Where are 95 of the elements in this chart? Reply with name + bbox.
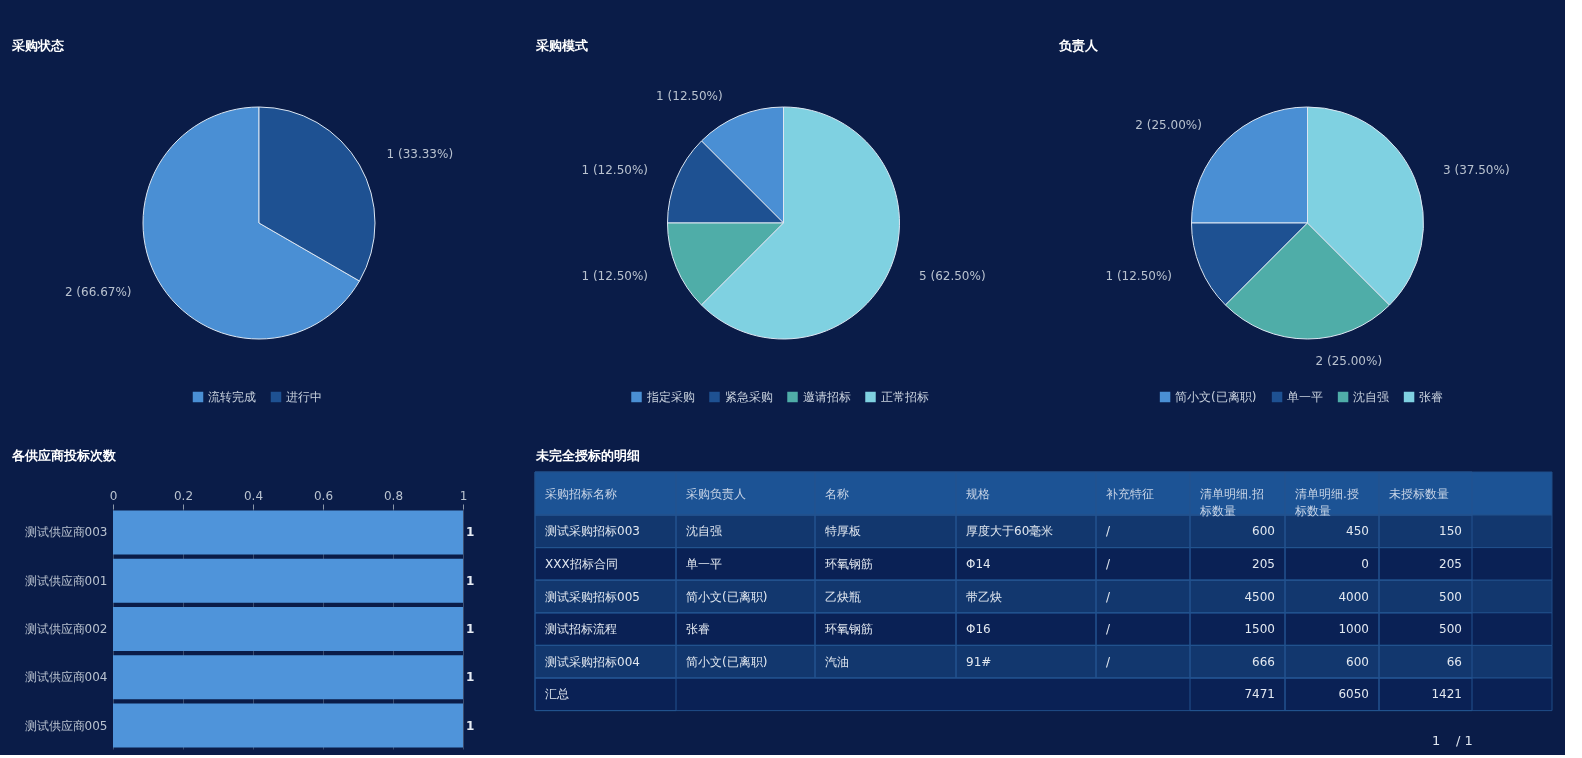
text: 600 <box>1346 654 1369 669</box>
text: 环氧钢筋 <box>825 556 873 571</box>
x-tick-label: 0 <box>109 488 118 503</box>
y-tick-label: 测试供应商002 <box>24 622 108 636</box>
data-label: 1 <box>466 525 475 540</box>
text: 特厚板 <box>825 524 861 539</box>
text: / <box>1106 589 1111 604</box>
data-label: 2 (25.00%) <box>1135 118 1202 133</box>
text: 汇总 <box>545 687 569 702</box>
text: 测试招标流程 <box>545 622 617 637</box>
text: 205 <box>1439 556 1462 571</box>
text: 测试采购招标005 <box>545 589 640 604</box>
data-label: 1 (12.50%) <box>581 268 648 283</box>
text: / 1 <box>1456 733 1473 748</box>
text: 91# <box>966 654 992 669</box>
x-tick-label: 0.6 <box>313 488 334 503</box>
text: 7471 <box>1244 687 1275 702</box>
text: 单一平 <box>686 556 722 571</box>
category-label: 规格 <box>966 486 990 501</box>
legend-label: 邀请招标 <box>802 390 851 404</box>
text: 简小文(已离职) <box>686 589 768 604</box>
legend-label: 简小文(已离职) <box>1175 390 1257 404</box>
data-label: 1 <box>466 670 475 685</box>
text: 测试采购招标003 <box>545 524 640 539</box>
text: / <box>1106 654 1111 669</box>
legend-label: 进行中 <box>286 390 322 404</box>
text: XXX招标合同 <box>545 556 618 571</box>
x-tick-label: 0.4 <box>243 488 264 503</box>
data-label: 1 <box>466 718 475 733</box>
legend-label: 正常招标 <box>880 390 929 404</box>
text: 1421 <box>1431 687 1462 702</box>
text: 666 <box>1252 654 1275 669</box>
y-tick-label: 测试供应商003 <box>24 525 108 540</box>
chart-title: 负责人 <box>1058 38 1099 53</box>
chart-title: 采购模式 <box>535 38 588 53</box>
category-label: 清单明细.招标数量 <box>1199 486 1264 518</box>
category-label: 未授标数量 <box>1389 486 1449 501</box>
x-tick-label: 0.8 <box>383 488 404 503</box>
data-label: 1 <box>466 622 475 636</box>
category-label: 名称 <box>825 486 849 501</box>
text: 205 <box>1252 556 1275 571</box>
text: 1000 <box>1338 622 1369 637</box>
y-tick-label: 测试供应商004 <box>24 670 108 685</box>
text: 简小文(已离职) <box>686 654 768 669</box>
x-tick-label: 0.2 <box>173 488 194 503</box>
text: 厚度大于60毫米 <box>966 524 1054 539</box>
category-label: 采购负责人 <box>686 486 746 501</box>
chart-title: 采购状态 <box>11 38 65 53</box>
text: 带乙炔 <box>966 589 1002 604</box>
legend-label: 张睿 <box>1419 390 1444 404</box>
legend-label: 单一平 <box>1287 390 1324 404</box>
data-label: 1 <box>466 573 475 588</box>
category-label: 补充特征 <box>1106 486 1154 501</box>
text: 600 <box>1252 524 1275 539</box>
text: 66 <box>1446 654 1462 669</box>
y-tick-label: 测试供应商001 <box>24 573 108 588</box>
text: / <box>1106 556 1111 571</box>
text: 1500 <box>1244 622 1275 637</box>
text: 汽油 <box>825 654 849 669</box>
data-label: 1 (12.50%) <box>581 163 648 178</box>
legend-label: 指定采购 <box>645 390 695 404</box>
text: Φ14 <box>966 556 991 571</box>
text: / <box>1106 524 1111 539</box>
data-label: 2 (25.00%) <box>1315 354 1383 368</box>
text: 环氧钢筋 <box>825 622 873 637</box>
text: 沈自强 <box>686 524 722 539</box>
legend-label: 紧急采购 <box>724 390 773 404</box>
data-label: 1 (12.50%) <box>656 88 723 103</box>
legend-label: 流转完成 <box>208 390 256 404</box>
data-label: 1 (33.33%) <box>386 147 454 161</box>
text: Φ16 <box>966 622 991 637</box>
text: 0 <box>1361 556 1369 571</box>
data-label: 1 (12.50%) <box>1105 268 1172 283</box>
text: 150 <box>1439 524 1462 539</box>
data-label: 3 (37.50%) <box>1443 163 1510 178</box>
y-tick-label: 测试供应商005 <box>24 718 108 733</box>
text: 张睿 <box>686 622 710 637</box>
legend-label: 沈自强 <box>1353 390 1390 404</box>
text: 测试采购招标004 <box>545 654 640 669</box>
text: / <box>1106 622 1111 637</box>
text: 6050 <box>1338 687 1369 702</box>
text: 4000 <box>1338 589 1369 604</box>
text: 乙炔瓶 <box>825 589 861 604</box>
text: 450 <box>1346 524 1369 539</box>
text: 500 <box>1439 622 1462 637</box>
chart-title: 各供应商投标次数 <box>11 448 117 463</box>
text: 1 <box>1432 733 1441 748</box>
text: 500 <box>1439 589 1462 604</box>
category-label: 采购招标名称 <box>545 486 617 501</box>
text: 4500 <box>1244 589 1275 604</box>
data-label: 5 (62.50%) <box>919 268 986 283</box>
data-label: 2 (66.67%) <box>64 285 132 299</box>
category-label: 清单明细.授标数量 <box>1294 486 1359 518</box>
text: 未完全授标的明细 <box>535 448 640 463</box>
x-tick-label: 1 <box>459 488 468 503</box>
